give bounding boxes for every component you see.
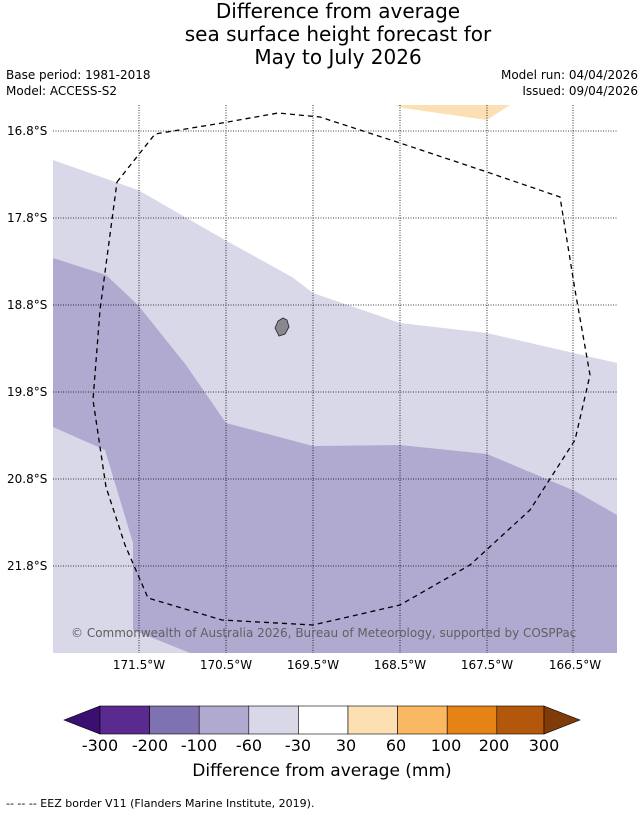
colorbar-tick-label: 100 [430, 736, 462, 755]
colorbar-tick-label: -100 [180, 736, 218, 755]
lon-label: 168.5°W [374, 658, 426, 672]
lat-label: 16.8°S [7, 124, 47, 138]
colorbar-tick-label: -300 [81, 736, 119, 755]
lat-label: 21.8°S [7, 559, 47, 573]
lon-label: 171.5°W [113, 658, 165, 672]
lat-label: 18.8°S [7, 298, 47, 312]
colorbar-segment [248, 705, 299, 735]
colorbar-title: Difference from average (mm) [192, 761, 452, 781]
footnote: -- -- -- EEZ border V11 (Flanders Marine… [6, 797, 315, 810]
eez-border [92, 112, 591, 626]
colorbar-extend-high [543, 705, 581, 735]
info-right: Model run: 04/04/2026 Issued: 09/04/2026 [501, 67, 638, 99]
title-line-3: May to July 2026 [254, 45, 422, 69]
colorbar-tick-label: -30 [284, 736, 312, 755]
colorbar-tick-label: 60 [385, 736, 407, 755]
colorbar-tick-label: 200 [478, 736, 510, 755]
copyright-text: © Commonwealth of Australia 2026, Bureau… [71, 626, 576, 640]
lon-label: 170.5°W [200, 658, 252, 672]
anomaly-region-positive [394, 105, 510, 120]
colorbar-tick-label: -200 [131, 736, 169, 755]
colorbar-segment [397, 705, 448, 735]
lon-label: 169.5°W [287, 658, 339, 672]
colorbar-segment [347, 705, 398, 735]
colorbar-segment [298, 705, 349, 735]
lon-label: 166.5°W [549, 658, 601, 672]
title-line-2: sea surface height forecast for [184, 22, 492, 46]
lat-label: 19.8°S [7, 385, 47, 399]
issued-date: Issued: 09/04/2026 [522, 84, 638, 98]
colorbar-tick-label: 30 [335, 736, 357, 755]
info-left: Base period: 1981-2018 Model: ACCESS-S2 [6, 67, 151, 99]
base-period: Base period: 1981-2018 [6, 68, 151, 82]
model-name: Model: ACCESS-S2 [6, 84, 118, 98]
anomaly-region-medium [53, 258, 617, 653]
colorbar-segment [149, 705, 200, 735]
map-fill-layer [53, 105, 617, 653]
colorbar-segment [198, 705, 250, 735]
title-line-1: Difference from average [215, 0, 461, 23]
grid-lines [53, 105, 617, 653]
island [274, 317, 290, 337]
colorbar-tick-label: 300 [528, 736, 560, 755]
colorbar-extend-low [63, 705, 101, 735]
colorbar-segment [99, 705, 150, 735]
colorbar-segment [496, 705, 545, 735]
lat-label: 17.8°S [7, 211, 47, 225]
colorbar-segment [446, 705, 498, 735]
colorbar-tick-label: -60 [235, 736, 263, 755]
model-run: Model run: 04/04/2026 [500, 68, 638, 82]
lat-label: 20.8°S [7, 472, 47, 486]
chart-title: Difference from average sea surface heig… [0, 0, 644, 69]
colorbar [63, 705, 581, 735]
lon-label: 167.5°W [461, 658, 513, 672]
